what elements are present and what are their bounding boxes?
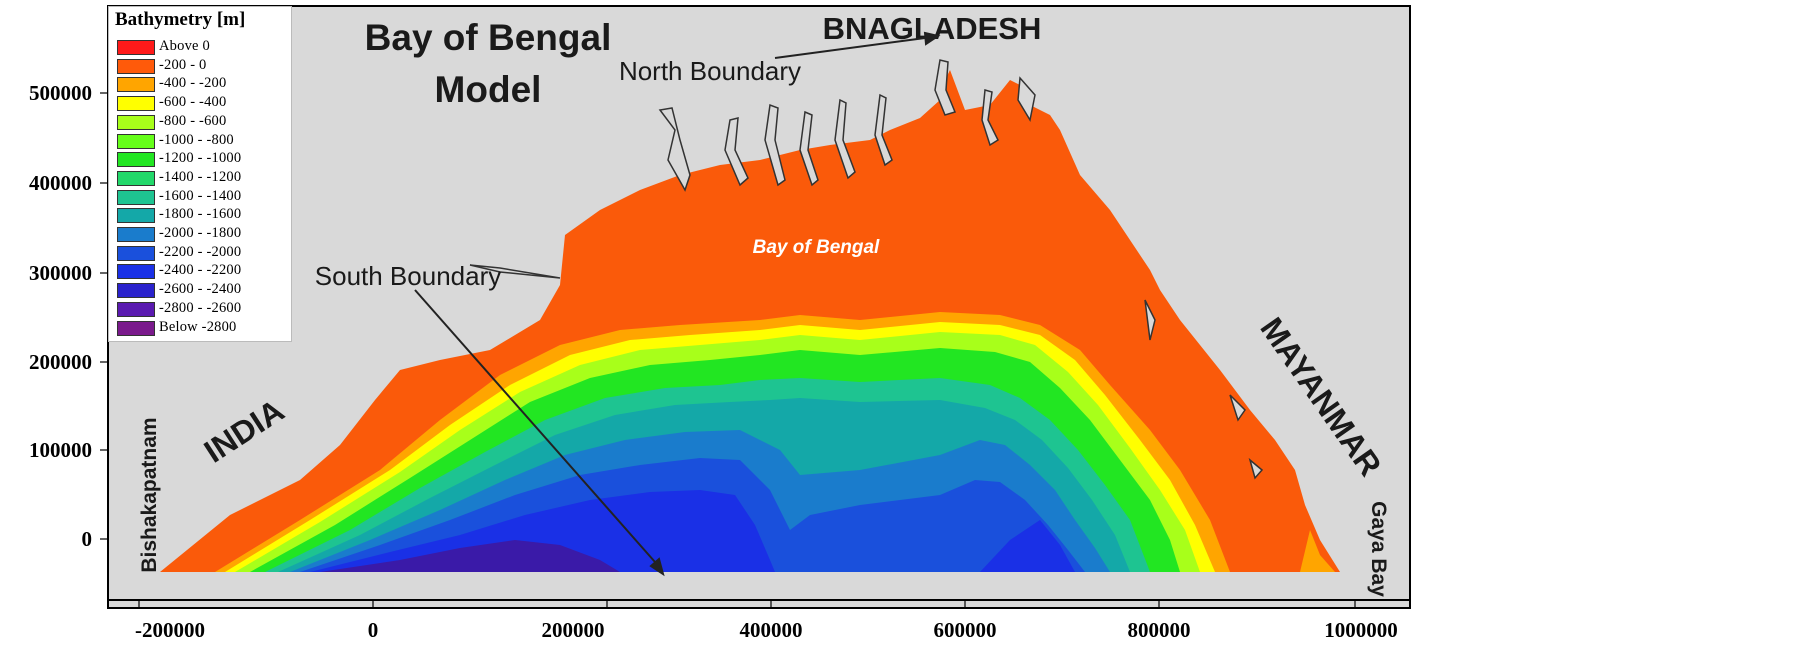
legend-swatch (117, 283, 155, 299)
legend-swatch (117, 77, 155, 93)
legend-item: -1400 - -1200 (117, 169, 289, 187)
legend-swatch (117, 301, 155, 317)
y-tick-label: 300000 (29, 261, 92, 285)
y-tick-label: 400000 (29, 171, 92, 195)
legend-swatch (117, 114, 155, 130)
legend-label: -800 - -600 (159, 112, 227, 129)
bathymetry-legend: Bathymetry [m] Above 0 -200 - 0 -400 - -20… (108, 6, 292, 342)
south-boundary-label: South Boundary (315, 261, 501, 291)
legend-item: -400 - -200 (117, 75, 289, 93)
bishakapatnam-label: Bishakapatnam (138, 417, 161, 572)
legend-swatch (117, 189, 155, 205)
legend-title: Bathymetry [m] (115, 9, 246, 30)
x-axis (108, 599, 1410, 608)
legend-swatch (117, 40, 155, 55)
legend-item: -2000 - -1800 (117, 225, 289, 243)
legend-item: -1600 - -1400 (117, 188, 289, 206)
legend-label: -1800 - -1600 (159, 206, 242, 223)
legend-item: -200 - 0 (117, 57, 289, 75)
legend-item: -2400 - -2200 (117, 262, 289, 280)
myanmar-coast-band (1300, 530, 1335, 572)
legend-label: Above 0 (159, 38, 210, 54)
legend-swatch (117, 245, 155, 261)
y-tick-label: 200000 (29, 350, 92, 374)
y-tick-label: 100000 (29, 438, 92, 462)
x-tick-label: 0 (368, 618, 379, 642)
legend-item: Above 0 (117, 38, 289, 56)
gaya-bay-label: Gaya Bay (1367, 501, 1390, 597)
legend-label: -2200 - -2000 (159, 243, 242, 260)
legend-swatch (117, 227, 155, 242)
legend-swatch (117, 96, 155, 112)
legend-item: Below -2800 (117, 319, 289, 337)
x-tick-label: 800000 (1128, 618, 1191, 642)
legend-swatch (117, 133, 155, 149)
legend-item: -2200 - -2000 (117, 244, 289, 262)
map-title-line2: Model (435, 69, 542, 110)
legend-swatch (117, 320, 155, 336)
legend-item: -600 - -400 (117, 94, 289, 112)
depth-band-2600-2800 (320, 540, 620, 572)
legend-swatch (117, 208, 155, 224)
legend-swatch (117, 58, 155, 74)
legend-label: -2800 - -2600 (159, 299, 242, 316)
legend-label: -600 - -400 (159, 94, 227, 111)
legend-label: Below -2800 (159, 318, 237, 335)
legend-label: -2600 - -2400 (159, 281, 242, 298)
y-tick-label: 0 (82, 527, 93, 551)
legend-swatch (117, 170, 155, 186)
x-tick-label: 200000 (542, 618, 605, 642)
x-tick-label: 600000 (934, 618, 997, 642)
legend-item: -800 - -600 (117, 113, 289, 131)
north-boundary-arrow (774, 31, 941, 59)
depth-band-2200-2400 (310, 490, 775, 572)
x-tick-label: -200000 (135, 618, 205, 642)
legend-swatch (117, 264, 155, 280)
legend-swatch (117, 152, 155, 168)
bay-of-bengal-label: Bay of Bengal (753, 237, 880, 258)
depth-band-2200-2400-east (980, 520, 1075, 572)
y-tick-label: 500000 (29, 81, 92, 105)
y-axis (100, 6, 109, 608)
x-tick-label: 400000 (740, 618, 803, 642)
north-boundary-label: North Boundary (619, 56, 801, 86)
legend-item: -1800 - -1600 (117, 206, 289, 224)
legend-label: -200 - 0 (159, 56, 207, 73)
legend-label: -2400 - -2200 (159, 262, 242, 279)
legend-item: -1200 - -1000 (117, 150, 289, 168)
legend-label: -2000 - -1800 (159, 225, 242, 241)
central-shelf-tongue (775, 225, 830, 315)
map-title-line1: Bay of Bengal (365, 17, 612, 58)
legend-item: -1000 - -800 (117, 132, 289, 150)
x-tick-label: 1000000 (1324, 618, 1398, 642)
legend-item: -2800 - -2600 (117, 300, 289, 318)
legend-item: -2600 - -2400 (117, 281, 289, 299)
south-boundary-arrow (414, 289, 665, 577)
legend-label: -1400 - -1200 (159, 168, 242, 185)
legend-label: -1600 - -1400 (159, 187, 242, 204)
legend-label: -1200 - -1000 (159, 150, 242, 167)
legend-label: -1000 - -800 (159, 131, 234, 148)
legend-label: -400 - -200 (159, 75, 227, 92)
river-inlets (469, 59, 1264, 480)
